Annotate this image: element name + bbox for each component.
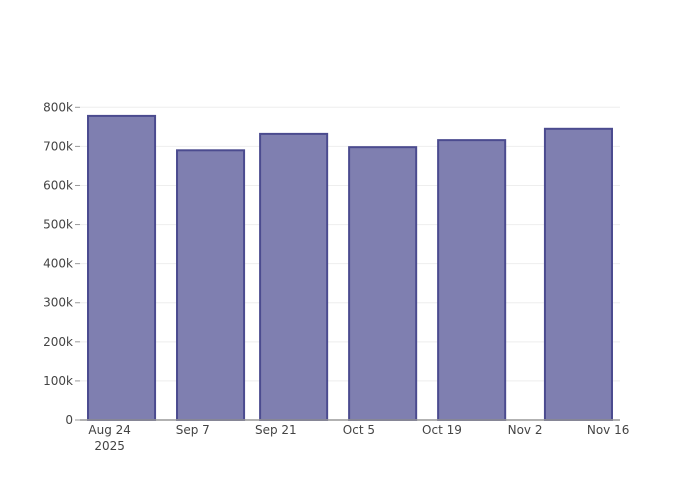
- bar: [176, 149, 246, 421]
- y-tick-label: 500k: [43, 218, 73, 232]
- y-tick-label: 400k: [43, 257, 73, 271]
- y-tick-label: 0: [65, 413, 73, 427]
- x-axis-ticks: Aug 24 2025 Sep 7 Sep 21 Oct 5 Oct 19 Nov 2 Nov…: [88, 423, 629, 453]
- y-tick-label: 200k: [43, 335, 73, 349]
- bar: [437, 139, 507, 421]
- bars: [87, 114, 613, 422]
- y-tick-label: 700k: [43, 139, 73, 153]
- x-tick-label: Sep 21: [255, 423, 297, 437]
- y-tick-label: 800k: [43, 100, 73, 114]
- y-tick-label: 600k: [43, 178, 73, 192]
- x-tick-label: Aug 24: [88, 423, 131, 437]
- bar: [87, 114, 157, 421]
- y-tick-label: 100k: [43, 374, 73, 388]
- x-tick-label: Oct 5: [343, 423, 375, 437]
- y-axis-ticks: 0 100k 200k 300k 400k 500k 600k 700k 800k: [43, 100, 80, 427]
- x-tick-label: Oct 19: [422, 423, 462, 437]
- x-tick-label: Nov 16: [587, 423, 630, 437]
- x-tick-label: Nov 2: [508, 423, 543, 437]
- y-tick-label: 300k: [43, 296, 73, 310]
- bar: [348, 146, 418, 421]
- bar: [543, 127, 613, 421]
- x-tick-label: Sep 7: [176, 423, 210, 437]
- bar: [259, 132, 329, 422]
- x-tick-year-label: 2025: [94, 439, 125, 453]
